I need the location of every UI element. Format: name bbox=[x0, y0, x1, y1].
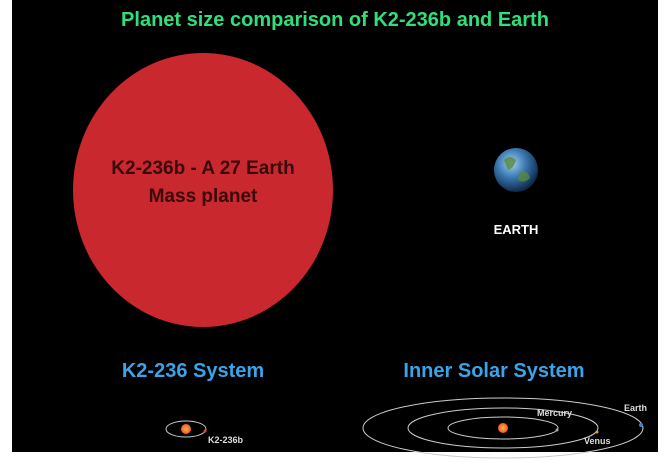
orbit-label: Venus bbox=[584, 436, 611, 446]
earth-label: EARTH bbox=[494, 222, 539, 237]
system-title: Inner Solar System bbox=[403, 360, 584, 382]
planet-dot bbox=[639, 423, 643, 427]
planet-dot bbox=[596, 431, 599, 434]
star bbox=[181, 424, 191, 434]
title: Planet size comparison of K2-236b and Ea… bbox=[121, 9, 549, 31]
k2-236b-label: K2-236b - A 27 Earth bbox=[111, 158, 294, 179]
orbit-label: Earth bbox=[624, 403, 647, 413]
earth-planet bbox=[494, 148, 538, 192]
planet-dot bbox=[556, 429, 559, 432]
infographic: Planet size comparison of K2-236b and Ea… bbox=[0, 0, 670, 463]
system-title: K2-236 System bbox=[122, 360, 264, 382]
orbit-label: Mercury bbox=[537, 408, 572, 418]
planet-dot bbox=[204, 430, 207, 433]
sun bbox=[498, 423, 508, 433]
orbit-label: K2-236b bbox=[208, 435, 244, 445]
k2-236b-label: Mass planet bbox=[149, 186, 258, 207]
